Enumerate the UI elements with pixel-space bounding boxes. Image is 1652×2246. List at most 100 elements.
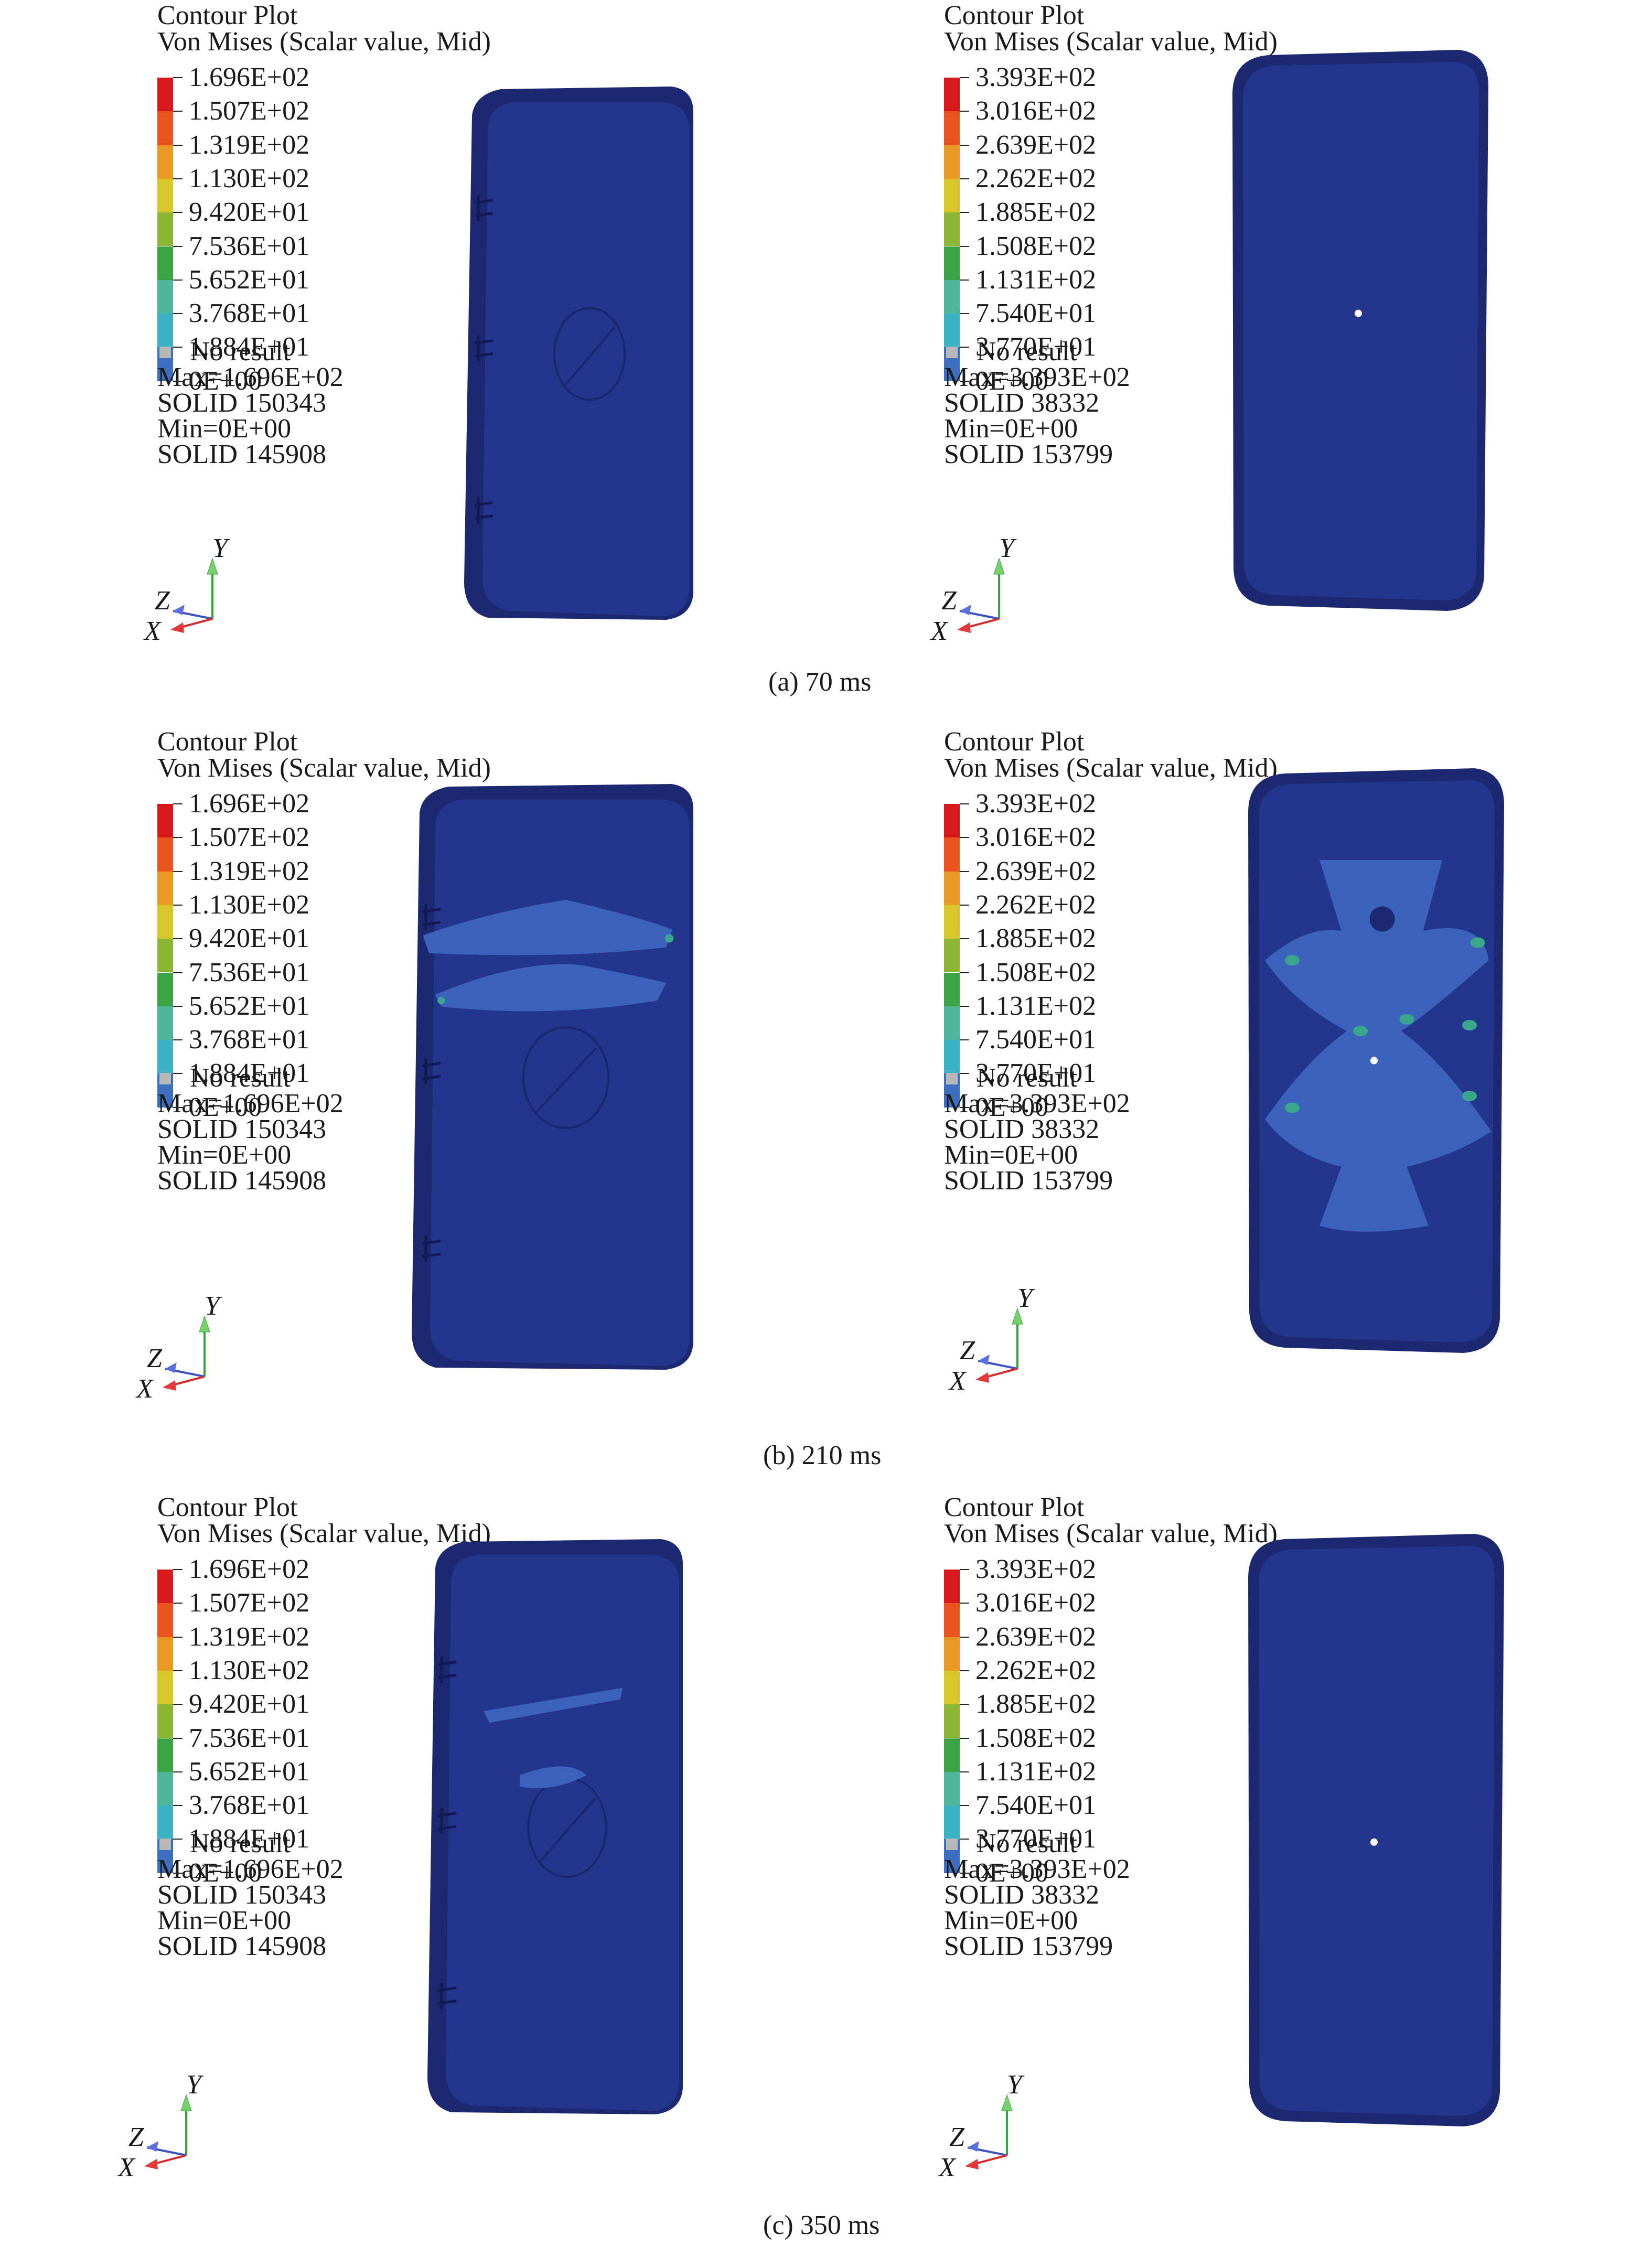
legend-tick — [960, 1073, 969, 1074]
legend-tick — [173, 1039, 183, 1041]
legend-swatch — [157, 1040, 173, 1074]
legend-tick — [173, 1805, 183, 1807]
no-result-entry: No result — [944, 338, 1077, 366]
legend-swatch — [157, 939, 173, 973]
extrema-info: Max=1.696E+02 SOLID 150343 Min=0E+00 SOLID … — [157, 362, 344, 468]
legend-tick — [173, 1636, 183, 1638]
legend-label: 2.262E+02 — [975, 1655, 1097, 1685]
extrema-info: Max=1.696E+02 SOLID 150343 Min=0E+00 SOLID … — [157, 1856, 344, 1961]
no-result-label: No result — [190, 1063, 291, 1093]
no-result-spot — [1370, 1057, 1378, 1065]
legend-label: 1.696E+02 — [189, 1554, 310, 1584]
model-face — [446, 1555, 679, 2111]
legend-label: 2.262E+02 — [975, 163, 1097, 194]
legend-swatch — [944, 837, 960, 872]
legend-swatch — [944, 145, 960, 179]
legend-label: 3.016E+02 — [975, 822, 1097, 853]
legend-tick — [960, 1005, 969, 1007]
plot-title-line: Contour Plot — [944, 1, 1085, 30]
plot-subtitle-line: Von Mises (Scalar value, Mid) — [944, 753, 1278, 783]
legend-swatch — [157, 1771, 173, 1806]
legend-swatch — [944, 314, 960, 348]
legend-swatch — [944, 804, 960, 838]
fe-model-b-right — [1238, 766, 1510, 1358]
legend-tick — [173, 972, 183, 973]
legend-color-bar — [157, 78, 173, 381]
legend-color-bar — [157, 1570, 173, 1873]
extrema-min-elem: SOLID 153799 — [944, 439, 1113, 469]
legend-swatch — [157, 804, 173, 838]
legend-swatch — [157, 1806, 173, 1840]
legend-tick — [173, 1670, 183, 1671]
legend-swatch — [944, 1603, 960, 1637]
legend-tick — [173, 1005, 183, 1007]
legend-swatch — [944, 871, 960, 905]
legend-label: 3.016E+02 — [975, 1588, 1097, 1618]
extrema-max-elem: SOLID 38332 — [944, 1880, 1100, 1910]
handwheel — [553, 307, 626, 401]
legend-tick — [173, 245, 183, 247]
axis-label-x: X — [949, 1366, 966, 1396]
legend-label: 1.508E+02 — [975, 231, 1097, 261]
legend-tick — [173, 212, 183, 213]
contour-panel-c-right: Contour Plot Von Mises (Scalar value, Mid… — [944, 1492, 1652, 2176]
legend-tick — [960, 1636, 969, 1638]
plot-subtitle-line: Von Mises (Scalar value, Mid) — [157, 27, 491, 57]
legend-swatch — [157, 246, 173, 280]
legend-label: 1.131E+02 — [975, 1756, 1097, 1787]
legend-label: 1.130E+02 — [189, 1655, 310, 1685]
legend-tick — [173, 1073, 183, 1074]
extrema-max-elem: SOLID 150343 — [157, 1880, 327, 1910]
plot-title-line: Contour Plot — [944, 1492, 1085, 1522]
legend-tick — [960, 1771, 969, 1772]
extrema-min-elem: SOLID 153799 — [944, 1931, 1113, 1961]
extrema-max-elem: SOLID 150343 — [157, 388, 327, 418]
legend-tick — [173, 904, 183, 906]
fe-model-c-left — [414, 1536, 692, 2121]
axis-label-y: Y — [186, 2070, 201, 2100]
no-result-swatch — [946, 347, 958, 359]
contour-panel-a-left: Contour Plot Von Mises (Scalar value, Mid… — [157, 2, 944, 684]
axis-label-x: X — [118, 2153, 135, 2183]
legend-tick — [960, 77, 969, 78]
legend-label: 1.130E+02 — [189, 163, 310, 194]
plot-title: Contour Plot Von Mises (Scalar value, Mid… — [944, 1492, 1278, 1549]
plot-title: Contour Plot Von Mises (Scalar value, Mid… — [944, 728, 1278, 783]
legend-label: 0E+00 — [189, 1857, 262, 1888]
legend-label: 1.319E+02 — [189, 130, 310, 160]
plot-title-line: Contour Plot — [157, 1492, 298, 1522]
no-result-swatch — [159, 1839, 171, 1851]
legend-swatch — [944, 1738, 960, 1772]
legend-tick — [173, 1771, 183, 1772]
legend-swatch — [157, 111, 173, 145]
legend-label: 1.130E+02 — [189, 889, 310, 920]
extrema-max: Max=1.696E+02 — [157, 362, 344, 392]
legend-tick — [173, 313, 183, 315]
extrema-min-elem: SOLID 145908 — [157, 1931, 327, 1961]
legend-label: 1.319E+02 — [189, 856, 310, 886]
model-face — [1243, 62, 1479, 600]
legend-label: 7.540E+01 — [975, 298, 1097, 329]
extrema-info: Max=3.393E+02 SOLID 38332 Min=0E+00 SOLID 1… — [944, 364, 1130, 469]
legend-label: 3.768E+01 — [189, 1025, 310, 1055]
legend-swatch — [157, 78, 173, 112]
legend-label: 0E+00 — [975, 366, 1049, 396]
legend-tick — [960, 1805, 969, 1807]
legend-tick — [960, 938, 969, 940]
legend-label: 1.884E+01 — [189, 1824, 310, 1854]
legend-tick — [173, 111, 183, 112]
legend-swatch — [157, 145, 173, 179]
legend-tick — [960, 1737, 969, 1739]
legend-swatch — [944, 1637, 960, 1671]
legend-swatch — [944, 111, 960, 145]
legend-label: 7.536E+01 — [189, 957, 310, 987]
axis-label-z: Z — [128, 2122, 144, 2152]
axis-label-y: Y — [1007, 2070, 1022, 2100]
plot-subtitle-line: Von Mises (Scalar value, Mid) — [157, 753, 491, 783]
plot-subtitle-line: Von Mises (Scalar value, Mid) — [944, 1519, 1278, 1549]
contour-panel-b-left: Contour Plot Von Mises (Scalar value, Mid… — [157, 728, 944, 1411]
legend-tick — [960, 380, 969, 382]
legend-color-bar — [944, 804, 960, 1108]
